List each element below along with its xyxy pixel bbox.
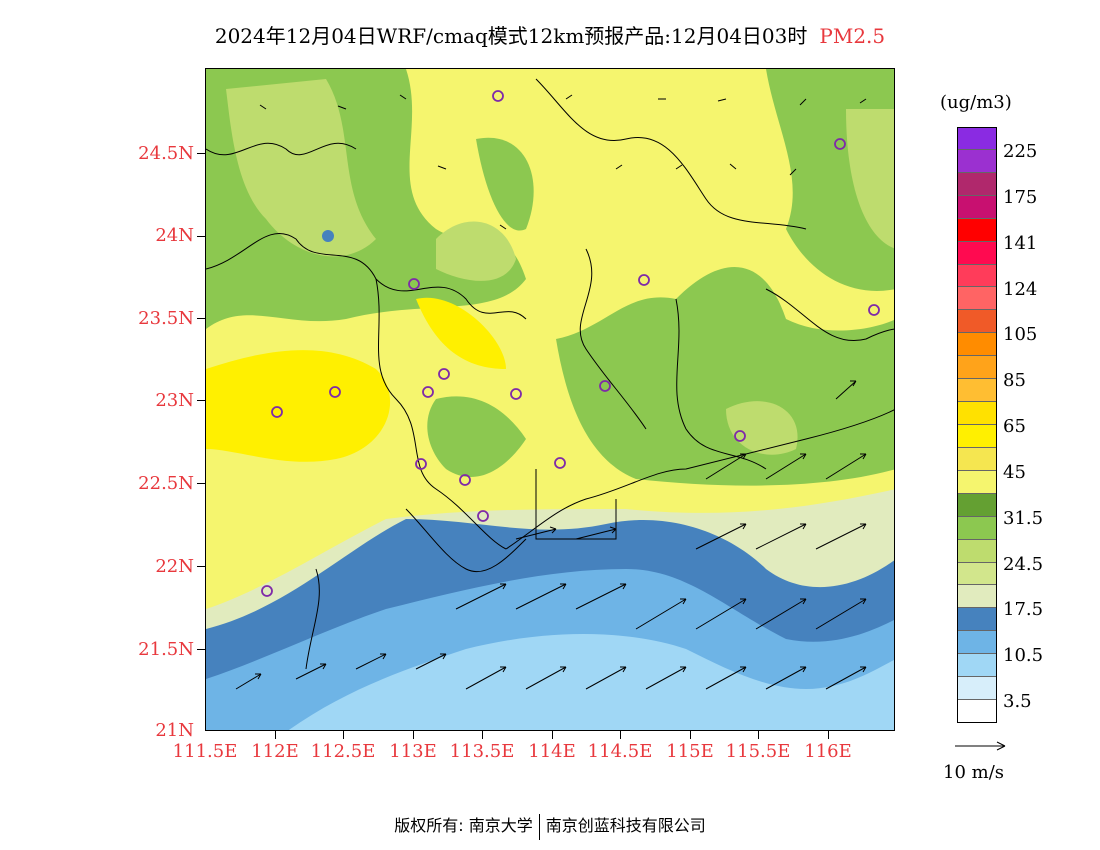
legend-unit: (ug/m3) (940, 92, 1012, 113)
title-species: PM2.5 (819, 24, 886, 48)
legend-swatch (957, 402, 997, 425)
lat-tick (197, 318, 205, 319)
lon-tick (690, 731, 691, 739)
wind-reference-label: 10 m/s (943, 762, 1004, 783)
legend-swatch (957, 195, 997, 219)
legend-swatch (957, 631, 997, 655)
lat-label: 22.5N (138, 473, 194, 494)
legend-swatch (957, 539, 997, 563)
legend-label: 124 (1003, 279, 1038, 300)
lon-label: 114.5E (587, 741, 653, 762)
lon-label: 112.5E (310, 741, 376, 762)
legend-swatch (957, 677, 997, 701)
legend-swatch (957, 447, 997, 471)
legend-frame (957, 127, 997, 723)
lon-label: 116E (804, 741, 852, 762)
legend-label: 105 (1003, 324, 1038, 345)
lat-tick (197, 566, 205, 567)
legend-swatch (957, 241, 997, 265)
lat-tick (197, 236, 205, 237)
legend-swatch (957, 149, 997, 173)
lon-label: 115E (666, 741, 714, 762)
legend-swatch (957, 333, 997, 357)
legend-label: 225 (1003, 141, 1038, 162)
legend-label: 45 (1003, 462, 1026, 483)
lon-tick (828, 731, 829, 739)
legend-label: 85 (1003, 370, 1026, 391)
legend-swatch (957, 562, 997, 586)
legend-swatch (957, 218, 997, 242)
legend-label: 65 (1003, 416, 1026, 437)
lat-label: 24.5N (138, 143, 194, 164)
lat-tick (197, 153, 205, 154)
legend-swatch (957, 356, 997, 380)
lon-label: 114E (528, 741, 576, 762)
map-field-svg (206, 69, 894, 730)
lat-label: 23N (155, 390, 194, 411)
legend-swatch (957, 172, 997, 196)
legend-label: 141 (1003, 233, 1038, 254)
legend-swatch (957, 287, 997, 311)
lon-tick (620, 731, 621, 739)
lat-tick (197, 400, 205, 401)
lon-tick (343, 731, 344, 739)
lon-tick (552, 731, 553, 739)
lat-label: 21.5N (138, 639, 194, 660)
legend-label: 175 (1003, 187, 1038, 208)
legend-swatch (957, 493, 997, 517)
lon-label: 115.5E (725, 741, 791, 762)
lon-tick (758, 731, 759, 739)
legend-swatch (957, 379, 997, 403)
chart-title: 2024年12月04日WRF/cmaq模式12km预报产品:12月04日03时 P… (0, 20, 1100, 49)
lon-label: 112E (251, 741, 299, 762)
lat-label: 22N (155, 556, 194, 577)
lat-tick (197, 483, 205, 484)
legend-label: 24.5 (1003, 554, 1044, 575)
lat-label: 24N (155, 225, 194, 246)
pm25-map (205, 68, 895, 731)
legend-swatch (957, 654, 997, 678)
legend-swatch (957, 310, 997, 334)
legend-label: 3.5 (1003, 691, 1032, 712)
footer-divider (538, 813, 540, 840)
legend-label: 17.5 (1003, 599, 1044, 620)
lon-tick (275, 731, 276, 739)
legend-label: 10.5 (1003, 645, 1044, 666)
legend-swatch (957, 264, 997, 288)
lon-label: 113E (389, 741, 437, 762)
wind-reference-arrow (955, 741, 1006, 751)
legend-swatch (957, 470, 997, 494)
lon-label: 113.5E (449, 741, 515, 762)
footer-left: 版权所有: 南京大学 (394, 816, 533, 835)
copyright-footer: 版权所有: 南京大学 南京创蓝科技有限公司 (0, 812, 1100, 840)
lat-label: 21N (155, 720, 194, 741)
legend-swatch (957, 516, 997, 540)
legend-swatch (957, 585, 997, 609)
legend-swatch (957, 608, 997, 632)
lat-tick (197, 649, 205, 650)
legend-swatch (957, 127, 997, 150)
title-main: 2024年12月04日WRF/cmaq模式12km预报产品:12月04日03时 (214, 24, 808, 48)
legend-swatch (957, 424, 997, 448)
lon-tick (482, 731, 483, 739)
lat-label: 23.5N (138, 308, 194, 329)
lon-tick (413, 731, 414, 739)
footer-right: 南京创蓝科技有限公司 (545, 816, 706, 835)
legend-colorbar (957, 127, 997, 723)
lon-label: 111.5E (172, 741, 238, 762)
legend-label: 31.5 (1003, 508, 1044, 529)
